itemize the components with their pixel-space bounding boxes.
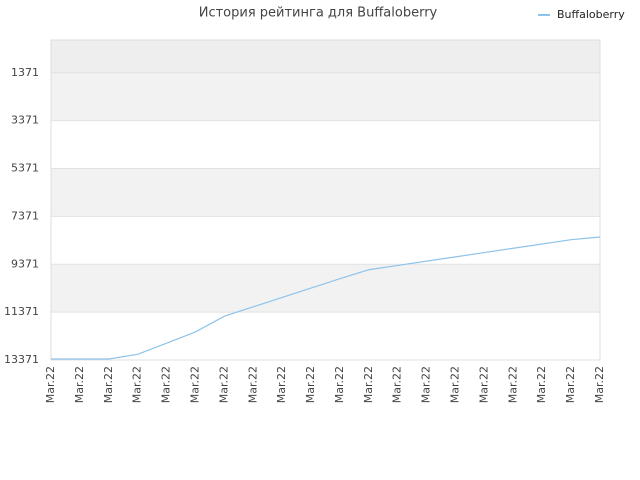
x-tick-label: Mar.22 xyxy=(131,366,144,403)
y-tick-label: 5371 xyxy=(11,162,39,175)
y-tick-label: 11371 xyxy=(4,305,39,318)
grid-band xyxy=(51,72,600,121)
x-tick-label: Mar.22 xyxy=(593,366,606,403)
grid-band xyxy=(51,312,600,360)
chart-title: История рейтинга для Buffaloberry xyxy=(199,6,438,21)
y-tick-label: 13371 xyxy=(4,353,39,366)
legend-label: Buffaloberry xyxy=(557,8,625,21)
x-tick-label: Mar.22 xyxy=(564,366,577,403)
x-tick-label: Mar.22 xyxy=(44,366,57,403)
y-tick-label: 7371 xyxy=(11,209,39,222)
line xyxy=(51,236,601,360)
x-tick-label: Mar.22 xyxy=(73,366,86,403)
grid-band xyxy=(51,216,600,265)
x-tick-label: Mar.22 xyxy=(333,366,346,403)
x-tick-label: Mar.22 xyxy=(535,366,548,403)
grid-band xyxy=(51,40,600,73)
y-tick-label: 3371 xyxy=(11,114,39,127)
x-tick-label: Mar.22 xyxy=(420,366,433,403)
grid-band xyxy=(51,120,600,169)
y-tick-label: 1371 xyxy=(11,66,39,79)
x-tick-label: Mar.22 xyxy=(188,366,201,403)
x-tick-label: Mar.22 xyxy=(477,366,490,403)
x-tick-label: Mar.22 xyxy=(506,366,519,403)
x-tick-label: Mar.22 xyxy=(362,366,375,403)
y-tick-label: 9371 xyxy=(11,257,39,270)
grid-band xyxy=(51,264,600,313)
x-tick-label: Mar.22 xyxy=(160,366,173,403)
grid-band xyxy=(51,168,600,217)
x-tick-label: Mar.22 xyxy=(449,366,462,403)
x-tick-label: Mar.22 xyxy=(275,366,288,403)
x-tick-label: Mar.22 xyxy=(217,366,230,403)
x-tick-label: Mar.22 xyxy=(102,366,115,403)
x-tick-label: Mar.22 xyxy=(246,366,259,403)
x-tick-label: Mar.22 xyxy=(304,366,317,403)
x-tick-label: Mar.22 xyxy=(391,366,404,403)
